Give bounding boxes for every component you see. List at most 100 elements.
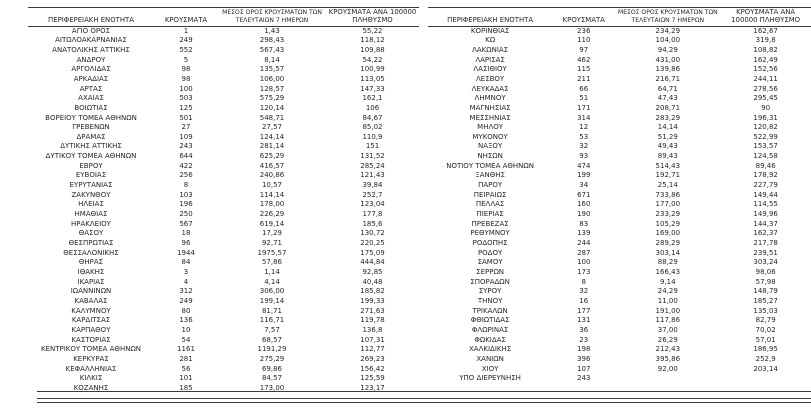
cell: 32: [579, 142, 589, 151]
cell: ΜΗΛΟΥ: [477, 123, 504, 132]
table-row: ΧΑΛΚΙΔΙΚΗΣ 198 212,43 186,95: [428, 345, 811, 355]
cell: 57,98: [755, 277, 776, 286]
cell: 120,82: [753, 123, 778, 132]
cell: 177: [577, 306, 591, 315]
cell: 644: [179, 152, 193, 161]
cell: 303,14: [655, 248, 681, 257]
table-row: ΡΕΘΥΜΝΟΥ 139 169,00 162,37: [428, 229, 811, 239]
cell: [720, 374, 811, 384]
table-row: ΝΗΣΩΝ 93 89,43 124,58: [428, 152, 811, 162]
cell: 25,14: [657, 181, 678, 190]
table-row: ΜΕΣΣΗΝΙΑΣ 314 283,29 196,31: [428, 114, 811, 124]
cell: ΑΧΑΪΑΣ: [78, 94, 104, 103]
table-row: ΜΑΓΝΗΣΙΑΣ 171 208,71 90: [428, 104, 811, 114]
cell: 462: [577, 55, 591, 64]
cell: 81,71: [261, 306, 283, 315]
cell: 47,43: [657, 94, 678, 103]
cell: 233,29: [655, 210, 681, 219]
cell: ΛΑΡΙΣΑΣ: [475, 55, 505, 64]
cell: 177,8: [362, 210, 383, 219]
table-row: ΘΑΣΟΥ 18 17,29 130,72: [28, 229, 419, 239]
cell: 110: [577, 36, 591, 45]
cell: 185,82: [360, 287, 385, 296]
cell: 83: [579, 219, 589, 228]
cell: ΝΑΞΟΥ: [477, 142, 503, 151]
table-row: ΣΥΡΟΥ 32 24,29 148,79: [428, 287, 811, 297]
cell: 173,00: [259, 383, 285, 392]
cell: 196: [179, 200, 193, 209]
cell: 625,29: [259, 152, 285, 161]
table-row: ΛΕΣΒΟΥ 211 216,71 244,11: [428, 75, 811, 85]
cell: 121,43: [360, 171, 385, 180]
cell: 98: [181, 74, 191, 83]
cell: 178,00: [259, 200, 285, 209]
cell: 151: [365, 142, 380, 151]
cell: 281: [179, 354, 193, 363]
cell: ΛΗΜΝΟΥ: [474, 94, 506, 103]
cell: 5: [183, 55, 189, 64]
table-row: ΚΑΛΥΜΝΟΥ 80 81,71 271,63: [28, 307, 419, 317]
cell: 110,9: [362, 132, 383, 141]
table-body: ΑΓΙΟ ΟΡΟΣ 1 1,43 55,22 ΑΙΤΩΛΟΑΚΑΡΝΑΝΙΑΣ 249 29…: [28, 26, 419, 393]
cell: 185,6: [362, 219, 383, 228]
cell: 283,29: [655, 113, 681, 122]
table-row: ΥΠΟ ΔΙΕΡΕΥΝΗΣΗ 243: [428, 374, 811, 384]
cell: ΑΡΓΟΛΙΔΑΣ: [71, 65, 111, 74]
cell: 130,72: [360, 229, 385, 238]
cell: 39,84: [362, 181, 383, 190]
cell: 109: [179, 132, 193, 141]
cell: 85,02: [362, 123, 383, 132]
cell: 107: [577, 364, 591, 373]
cell: ΑΙΤΩΛΟΑΚΑΡΝΑΝΙΑΣ: [55, 36, 127, 45]
cell: 244: [577, 239, 591, 248]
cell: ΑΡΤΑΣ: [79, 84, 103, 93]
cell: 149,96: [753, 210, 778, 219]
table-row: ΛΗΜΝΟΥ 51 47,43 295,45: [428, 94, 811, 104]
cell: 250: [179, 210, 193, 219]
table-row: ΙΘΑΚΗΣ 3 1,14 92,85: [28, 268, 419, 278]
cell: 109,88: [360, 45, 385, 54]
cell: 234,29: [655, 26, 681, 35]
cell: 166,43: [655, 268, 681, 276]
cell: ΔΥΤΙΚΗΣ ΑΤΤΙΚΗΣ: [60, 142, 122, 151]
cell: ΚΑΒΑΛΑΣ: [74, 296, 108, 305]
table-row: ΚΟΖΑΝΗΣ 185 173,00 123,17: [28, 384, 419, 394]
table-row: ΡΟΔΟΠΗΣ 244 289,29 217,78: [428, 239, 811, 249]
cell: 14,14: [657, 123, 678, 132]
cell: ΚΟΖΑΝΗΣ: [73, 383, 109, 392]
table-row: ΑΙΤΩΛΟΑΚΑΡΝΑΝΙΑΣ 249 298,43 118,12: [28, 36, 419, 46]
cell: 162,1: [362, 94, 383, 103]
cell: 298,43: [259, 36, 285, 45]
cell: 8: [581, 277, 586, 286]
cell: 671: [577, 190, 591, 199]
cell: 522,99: [753, 132, 778, 141]
cell: ΦΛΩΡΙΝΑΣ: [471, 325, 509, 334]
cell: 175,09: [360, 248, 385, 257]
cell: ΝΟΤΙΟΥ ΤΟΜΕΑ ΑΘΗΝΩΝ: [446, 161, 534, 170]
cell: 177,00: [655, 200, 681, 209]
cell: 256: [179, 171, 193, 180]
cell: ΠΕΙΡΑΙΩΣ: [473, 190, 507, 199]
cell: 136,8: [362, 325, 383, 334]
cell: 51,29: [657, 132, 678, 141]
cell: 96: [181, 239, 191, 248]
cell: 185,27: [753, 296, 778, 305]
table-row: ΚΑΡΔΙΤΣΑΣ 136 116,71 119,78: [28, 316, 419, 326]
cell: 128,57: [259, 84, 285, 93]
table-row: ΞΑΝΘΗΣ 199 192,71 178,92: [428, 171, 811, 181]
cell: 619,14: [259, 219, 285, 228]
cell: 89,43: [657, 152, 678, 161]
cell: 8: [183, 181, 189, 190]
cell: 136: [179, 316, 193, 325]
cell: 4,14: [264, 277, 280, 286]
cell: ΕΥΒΟΙΑΣ: [75, 171, 107, 180]
cell: 116,71: [259, 316, 285, 325]
cell: 32: [579, 287, 589, 296]
cell: ΧΙΟΥ: [481, 364, 499, 373]
cell: 7,57: [264, 325, 280, 334]
cell: ΗΜΑΘΙΑΣ: [74, 210, 108, 219]
cell: 444,84: [360, 258, 385, 267]
cell: 567,43: [259, 45, 285, 54]
cell: 236: [577, 26, 591, 35]
header-row: ΠΕΡΙΦΕΡΕΙΑΚΗ ΕΝΟΤΗΤΑ ΚΡΟΥΣΜΑΤΑ ΜΕΣΟΣ ΟΡΟ…: [428, 7, 811, 27]
